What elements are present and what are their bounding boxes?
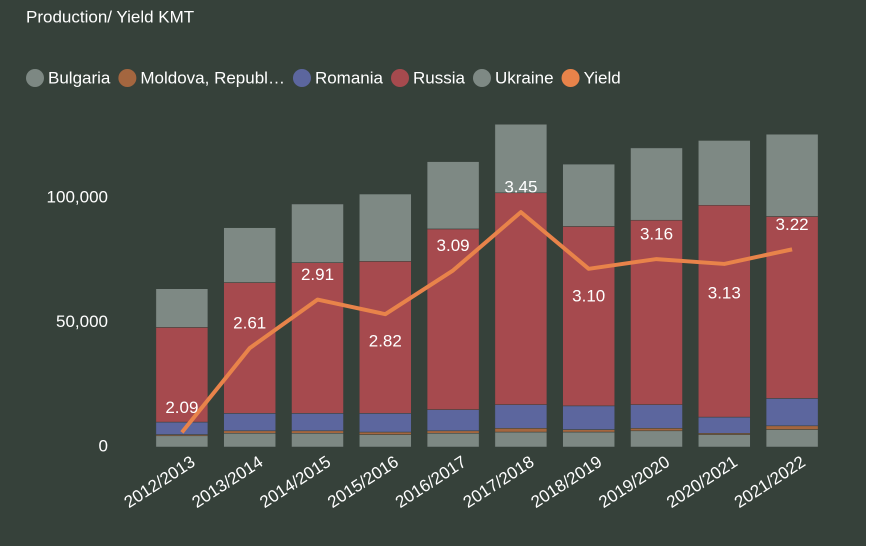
bar-segment <box>698 416 751 434</box>
legend-label: Ukraine <box>495 68 554 87</box>
chart-title: Production/ Yield KMT <box>26 7 194 26</box>
bar-segment <box>630 219 683 405</box>
bar-segment <box>155 421 209 435</box>
bar-segment <box>223 413 276 432</box>
bar-segment <box>562 429 615 433</box>
data-label: 2.91 <box>301 265 334 284</box>
legend-label: Russia <box>413 68 466 87</box>
y-tick-label: 50,000 <box>56 312 108 331</box>
data-label: 2.09 <box>165 398 198 417</box>
bar-segment <box>291 413 344 432</box>
bar-segment <box>359 431 412 435</box>
bar-segment <box>630 404 683 429</box>
bar-segment <box>765 133 819 217</box>
y-tick-label: 0 <box>99 436 108 455</box>
bar-segment <box>155 288 209 328</box>
legend-label: Bulgaria <box>48 68 111 87</box>
y2-tick-label: 2 <box>866 436 875 455</box>
bar-segment <box>630 430 683 448</box>
bar-segment <box>155 327 209 423</box>
bar-segment <box>291 262 344 414</box>
bar-segment <box>223 227 276 283</box>
data-label: 3.45 <box>504 178 537 197</box>
bar-segment <box>494 404 548 429</box>
bar-segment <box>562 405 615 430</box>
legend-marker <box>561 69 580 87</box>
bar-segment <box>426 430 480 434</box>
bar-segment <box>494 123 548 194</box>
data-label: 3.13 <box>708 283 741 302</box>
bar-segment <box>494 431 548 448</box>
data-label: 3.22 <box>776 215 809 234</box>
bar-segment <box>291 203 344 263</box>
legend-marker <box>472 69 491 87</box>
bar-segment <box>630 428 683 432</box>
data-label: 3.09 <box>437 236 470 255</box>
yield-line <box>180 210 793 434</box>
bar-segment <box>223 433 276 448</box>
legend-label: Moldova, Republ… <box>140 68 285 87</box>
bar-segment <box>698 434 751 448</box>
data-label: 3.16 <box>640 225 673 244</box>
bar-segment <box>494 428 548 433</box>
y2-tick-label: 3 <box>866 274 875 293</box>
legend-marker <box>391 69 409 87</box>
bar-segment <box>426 161 480 230</box>
bar-segment <box>765 429 819 448</box>
bar-segment <box>426 409 480 432</box>
legend-label: Yield <box>584 68 621 87</box>
legend-marker <box>292 69 311 87</box>
bar-segment <box>630 147 683 221</box>
data-label: 3.10 <box>572 286 605 305</box>
bar-segment <box>765 425 819 430</box>
bar-segment <box>426 228 480 410</box>
bar-segment <box>359 413 412 433</box>
data-label: 2.82 <box>369 332 402 351</box>
bar-segment <box>765 398 819 427</box>
bar-segment <box>291 433 344 448</box>
bar-segment <box>359 193 412 262</box>
bar-segment <box>698 204 751 418</box>
legend-marker <box>118 69 137 87</box>
y-tick-label: 100,000 <box>47 187 108 206</box>
data-label: 2.61 <box>233 314 266 333</box>
legend-label: Romania <box>315 68 384 87</box>
bar-segment <box>562 163 615 227</box>
bar-segment <box>698 140 751 206</box>
bar-segment <box>155 435 209 448</box>
y2-tick-label: 4 <box>866 112 875 131</box>
bar-segment <box>765 216 819 399</box>
bar-segment <box>291 430 344 434</box>
legend-marker <box>26 69 44 87</box>
bar-segment <box>359 434 412 448</box>
bar-segment <box>426 433 480 448</box>
bar-segment <box>494 192 548 405</box>
bar-segment <box>223 430 276 434</box>
bar-segment <box>359 261 412 414</box>
bar-segment <box>562 431 615 448</box>
